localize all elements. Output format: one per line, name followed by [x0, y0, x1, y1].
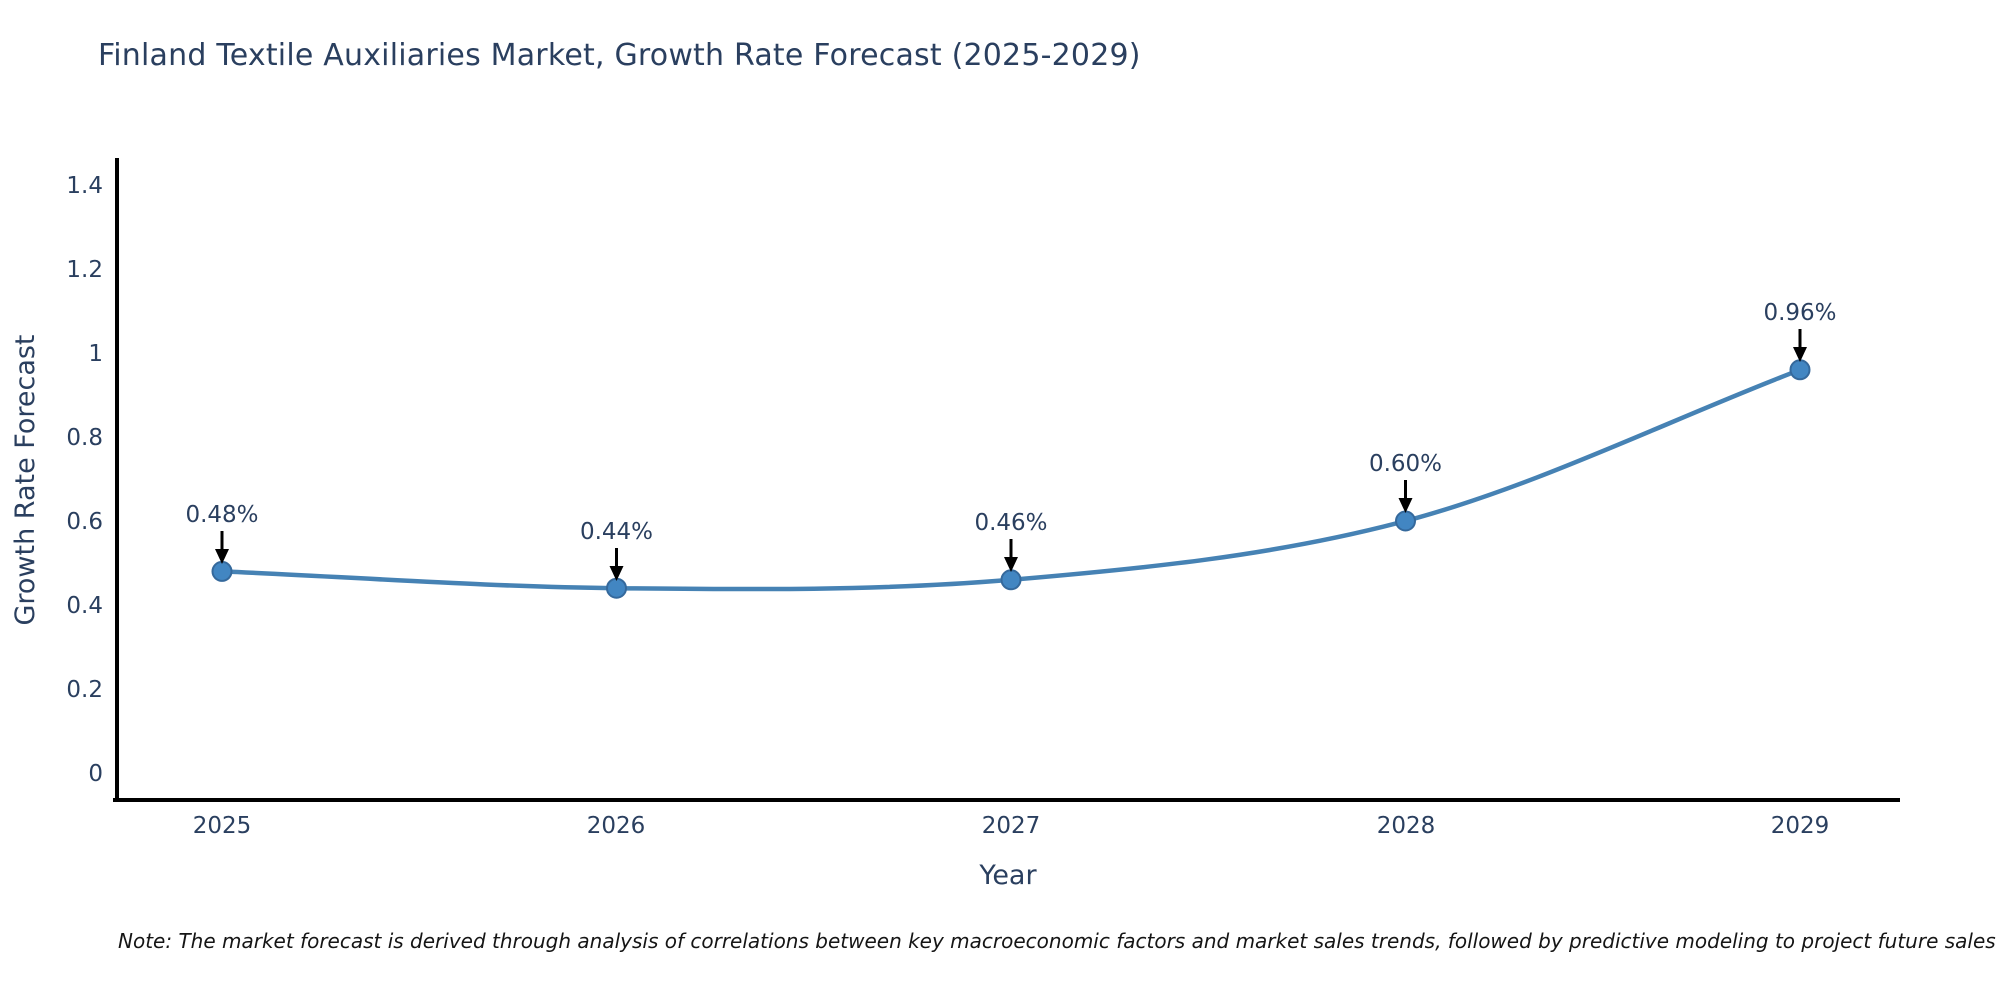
annotation-2026: 0.44%	[580, 519, 653, 581]
y-tick-label: 0.2	[66, 677, 103, 703]
x-tick-label: 2025	[193, 813, 252, 839]
x-tick-label: 2028	[1377, 813, 1436, 839]
annotation-label: 0.48%	[185, 502, 258, 528]
y-tick-label: 0	[88, 761, 103, 787]
annotation-arrowhead	[215, 549, 229, 564]
annotation-label: 0.60%	[1369, 451, 1442, 477]
chart-title: Finland Textile Auxiliaries Market, Grow…	[98, 38, 1141, 73]
y-axis-label: Growth Rate Forecast	[10, 334, 41, 625]
data-point-2025	[211, 560, 233, 582]
x-tick-label: 2026	[587, 813, 646, 839]
annotation-arrowhead	[1398, 498, 1413, 513]
annotation-2029: 0.96%	[1763, 300, 1837, 362]
y-tick-label: 0.6	[66, 509, 103, 535]
data-point-2028	[1395, 510, 1416, 532]
y-tick-label: 1.4	[66, 173, 103, 199]
annotation-label: 0.44%	[580, 519, 653, 545]
annotation-2028: 0.60%	[1369, 451, 1442, 513]
data-point-2027	[1000, 569, 1022, 591]
x-tick-label: 2029	[1771, 813, 1830, 839]
x-tick-label: 2027	[982, 813, 1041, 839]
y-tick-label: 0.4	[66, 593, 103, 619]
annotation-arrowhead	[1793, 347, 1807, 362]
annotation-2027: 0.46%	[974, 510, 1048, 572]
annotation-arrowhead	[1004, 557, 1018, 572]
x-axis-label: Year	[978, 860, 1037, 891]
y-tick-label: 1.2	[66, 257, 103, 283]
data-point-2029	[1789, 359, 1811, 381]
data-point-2026	[606, 577, 627, 599]
footnote: Note: The market forecast is derived thr…	[118, 929, 1996, 953]
annotation-label: 0.96%	[1763, 300, 1836, 326]
annotation-arrowhead	[609, 566, 624, 581]
annotation-label: 0.46%	[974, 510, 1047, 536]
annotation-2025: 0.48%	[185, 502, 259, 564]
y-tick-label: 0.8	[66, 425, 103, 451]
y-tick-label: 1	[88, 341, 103, 367]
